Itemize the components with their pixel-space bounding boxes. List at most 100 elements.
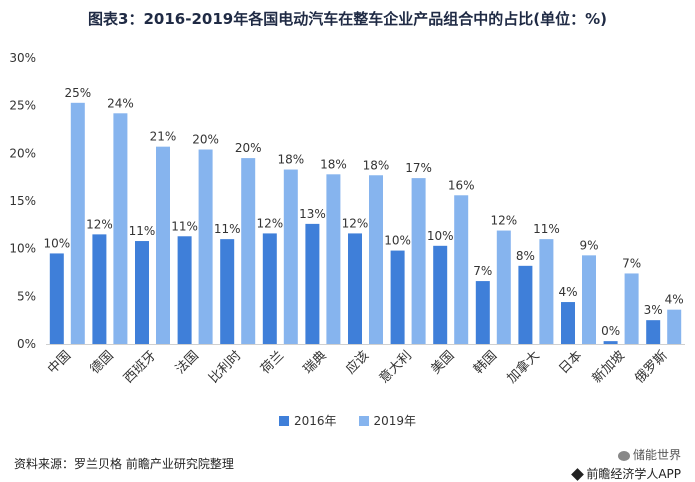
bar-value-label: 3% xyxy=(644,303,663,317)
legend-label-2016: 2016年 xyxy=(293,414,337,428)
bar-2016 xyxy=(49,253,64,344)
x-tick-label: 日本 xyxy=(556,348,585,377)
x-tick-label: 新加坡 xyxy=(589,348,628,387)
y-tick-label: 25% xyxy=(9,99,36,113)
bar-value-label: 21% xyxy=(150,130,177,144)
bar-2019 xyxy=(454,195,469,344)
bar-2019 xyxy=(198,149,213,344)
bar-2019 xyxy=(411,178,426,344)
brand-block: 储能世界 前瞻经济学人APP xyxy=(571,446,681,482)
x-tick-label: 韩国 xyxy=(471,348,500,377)
bar-2019 xyxy=(70,102,85,344)
bar-value-label: 17% xyxy=(405,161,432,175)
bar-value-label: 18% xyxy=(277,153,304,167)
bar-2016 xyxy=(262,233,277,344)
x-tick-label: 法国 xyxy=(173,348,202,377)
bar-2016 xyxy=(390,250,405,344)
bar-2019 xyxy=(113,113,128,344)
bar-2016 xyxy=(305,223,320,344)
legend-label-2019: 2019年 xyxy=(373,414,417,428)
bar-value-label: 8% xyxy=(516,249,535,263)
bar-2016 xyxy=(92,234,107,344)
bar-value-label: 20% xyxy=(192,133,219,147)
y-tick-label: 15% xyxy=(9,194,36,208)
legend-item-2019: 2019年 xyxy=(358,412,417,429)
bar-2016 xyxy=(561,302,575,344)
bar-value-label: 24% xyxy=(107,96,134,110)
bar-2019 xyxy=(241,158,256,344)
bar-value-label: 11% xyxy=(533,222,560,236)
x-tick-label: 荷兰 xyxy=(258,348,287,377)
bar-value-label: 4% xyxy=(665,293,684,307)
bar-2016 xyxy=(220,239,235,344)
bar-value-label: 0% xyxy=(601,324,620,338)
x-tick-label: 美国 xyxy=(429,348,458,377)
bar-2016 xyxy=(603,341,618,344)
bar-2019 xyxy=(667,309,682,344)
bar-2016 xyxy=(348,233,362,344)
x-tick-label: 俄罗斯 xyxy=(632,348,670,386)
bar-value-label: 12% xyxy=(86,217,113,231)
bar-value-label: 7% xyxy=(473,264,492,278)
bar-value-label: 10% xyxy=(427,229,454,243)
x-tick-label: 加拿大 xyxy=(504,348,543,387)
bar-2016 xyxy=(177,236,192,344)
bar-value-label: 13% xyxy=(299,207,326,221)
chart-title: 图表3：2016-2019年各国电动汽车在整车企业产品组合中的占比(单位：%) xyxy=(88,10,607,28)
bar-value-label: 18% xyxy=(320,157,347,171)
x-tick-label: 德国 xyxy=(88,348,117,377)
bar-value-label: 11% xyxy=(171,219,198,233)
y-tick-label: 5% xyxy=(17,289,36,303)
bar-value-label: 16% xyxy=(448,178,475,192)
bar-2019 xyxy=(539,239,554,344)
bar-value-label: 12% xyxy=(256,216,283,230)
bars-group: 10% 25% 12% 24% 11% 21% 11% 20% 11% 20% 12% 18% 13% 1… xyxy=(43,86,684,344)
bar-2019 xyxy=(369,175,383,344)
source-note: 资料来源：罗兰贝格 前瞻产业研究院整理 xyxy=(14,457,234,471)
bar-value-label: 4% xyxy=(558,285,577,299)
bar-value-label: 18% xyxy=(363,158,390,172)
bar-value-label: 9% xyxy=(579,238,598,252)
x-tick-label: 应该 xyxy=(343,348,373,378)
wechat-icon xyxy=(617,450,630,461)
y-tick-label: 10% xyxy=(9,242,36,256)
x-tick-label: 瑞典 xyxy=(301,348,330,377)
bar-2019 xyxy=(283,169,298,344)
bar-value-label: 12% xyxy=(490,214,517,228)
bar-value-label: 10% xyxy=(384,234,411,248)
bar-2016 xyxy=(475,281,490,344)
x-tick-label: 西班牙 xyxy=(121,348,159,386)
bar-2019 xyxy=(326,174,341,344)
x-tick-label: 意大利 xyxy=(376,348,415,387)
bar-value-label: 10% xyxy=(43,236,70,250)
bar-2019 xyxy=(496,230,511,344)
legend-item-2016: 2016年 xyxy=(278,412,337,429)
legend: 2016年 2019年 xyxy=(0,412,695,429)
bar-2016 xyxy=(433,245,448,344)
bar-value-label: 12% xyxy=(342,216,369,230)
x-tick-label: 比利时 xyxy=(206,348,244,386)
legend-swatch-2019 xyxy=(358,415,369,426)
brand-line-1: 储能世界 xyxy=(573,446,681,463)
bar-value-label: 7% xyxy=(622,256,641,270)
bar-value-label: 11% xyxy=(129,224,156,238)
brand-logo-icon xyxy=(571,468,585,481)
brand-text-2: 前瞻经济学人APP xyxy=(586,467,681,481)
bar-value-label: 25% xyxy=(64,86,91,100)
y-tick-label: 30% xyxy=(9,51,36,65)
brand-text-1: 储能世界 xyxy=(632,448,681,462)
x-axis: 中国 德国 西班牙 法国 比利时 荷兰 瑞典 应该 意大利 美国 韩国 加拿大 日本 新加坡 俄罗斯 xyxy=(45,344,685,387)
bar-2019 xyxy=(624,273,639,344)
y-tick-label: 0% xyxy=(17,337,36,351)
y-axis: 0% 5% 10% 15% 20% 25% 30% xyxy=(9,51,36,351)
bar-2016 xyxy=(135,241,149,344)
bar-2019 xyxy=(156,146,170,344)
bar-value-label: 20% xyxy=(235,141,262,155)
bar-value-label: 11% xyxy=(214,222,241,236)
bar-2019 xyxy=(582,255,596,344)
x-tick-label: 中国 xyxy=(45,348,74,377)
bar-2016 xyxy=(518,265,533,344)
legend-swatch-2016 xyxy=(278,415,289,426)
brand-line-2: 前瞻经济学人APP xyxy=(571,465,681,482)
